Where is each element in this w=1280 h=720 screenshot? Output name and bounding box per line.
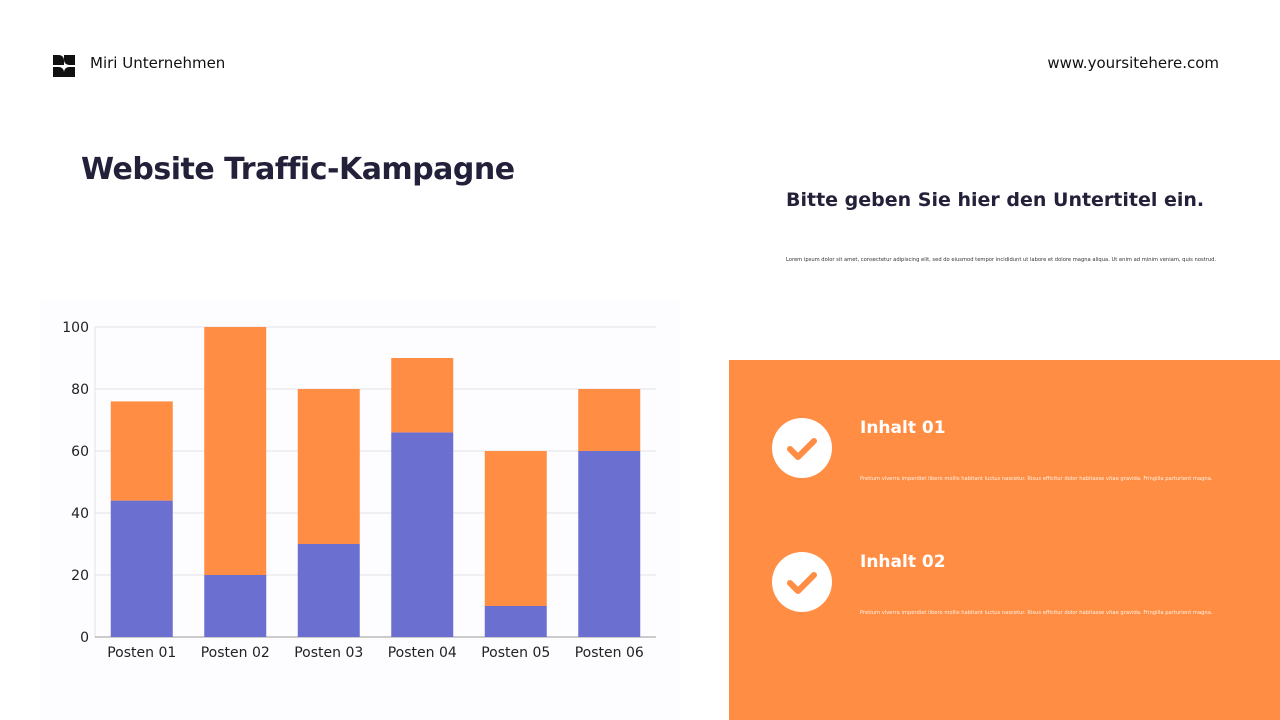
body-text: Lorem ipsum dolor sit amet, consectetur … (786, 257, 1217, 263)
y-tick-label: 20 (71, 568, 89, 584)
bar-segment-2 (297, 389, 360, 544)
bar-segment-1 (297, 544, 360, 637)
item-heading: Inhalt 01 (860, 418, 946, 438)
stacked-bar-chart: 0 20 40 60 80 100 Posten 01 Posten 02 Posten 03 P… (62, 320, 656, 661)
item-text: Pretium viverra imperdiet libero mollis … (860, 476, 1213, 482)
x-tick-label: Posten 06 (575, 645, 644, 661)
content-panel: Inhalt 01 Pretium viverra imperdiet libe… (729, 360, 1280, 720)
page-title: Website Traffic-Kampagne (81, 152, 515, 187)
x-tick-label: Posten 05 (481, 645, 550, 661)
y-tick-label: 100 (62, 320, 89, 336)
bar-segment-2 (204, 327, 267, 575)
check-circle-icon (772, 552, 832, 612)
y-tick-label: 60 (71, 444, 89, 460)
website-link[interactable]: www.yoursitehere.com (1047, 54, 1219, 72)
item-text: Pretium viverra imperdiet libero mollis … (860, 610, 1213, 616)
subtitle: Bitte geben Sie hier den Untertitel ein. (786, 189, 1205, 211)
item-heading: Inhalt 02 (860, 552, 946, 572)
check-circle-icon (772, 418, 832, 478)
y-tick-label: 0 (80, 630, 89, 646)
bar-segment-1 (110, 500, 173, 637)
bar-segment-2 (110, 401, 173, 501)
bar-segment-2 (578, 389, 641, 451)
bar-segment-1 (484, 606, 547, 637)
bar-segment-1 (391, 432, 454, 637)
bar-segment-1 (578, 451, 641, 637)
x-tick-label: Posten 02 (201, 645, 270, 661)
bar-segment-2 (484, 451, 547, 606)
bar-segment-1 (204, 575, 267, 637)
bar-segment-2 (391, 358, 454, 433)
x-tick-label: Posten 03 (294, 645, 363, 661)
y-tick-label: 80 (71, 382, 89, 398)
x-tick-label: Posten 01 (107, 645, 176, 661)
logo-icon (53, 55, 75, 77)
brand-name: Miri Unternehmen (90, 54, 226, 72)
x-tick-label: Posten 04 (388, 645, 457, 661)
y-tick-label: 40 (71, 506, 89, 522)
